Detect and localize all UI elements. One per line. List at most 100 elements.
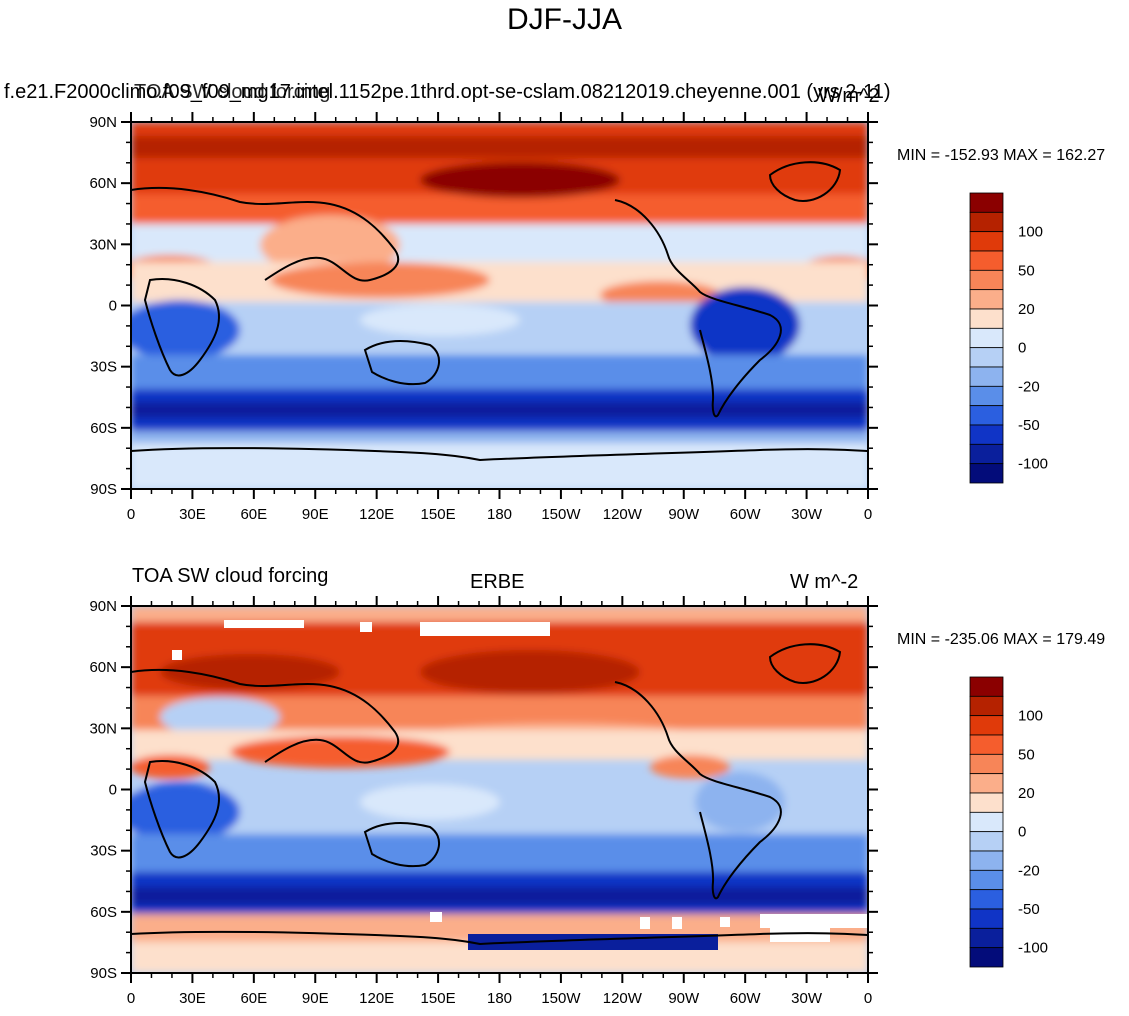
panel-left-title: TOA SW cloud forcing xyxy=(132,565,329,587)
lon-label: 30W xyxy=(791,990,823,1007)
lat-label: 60N xyxy=(89,175,117,192)
min-max-label: MIN = -235.06 MAX = 179.49 xyxy=(897,630,1105,650)
min-max-label: MIN = -152.93 MAX = 162.27 xyxy=(897,146,1105,166)
colorbar-swatch xyxy=(969,250,1004,271)
map-field xyxy=(131,606,868,973)
colorbar-label: -20 xyxy=(1018,378,1040,395)
colorbar-swatch xyxy=(969,192,1004,213)
lat-label: 30S xyxy=(90,359,117,376)
panel-units: W/m^2 xyxy=(818,85,880,107)
colorbar-label: 100 xyxy=(1018,708,1043,725)
colorbar-swatch xyxy=(969,327,1004,349)
lon-label: 150W xyxy=(541,990,581,1007)
lon-label: 30W xyxy=(791,506,823,523)
colorbar-swatch xyxy=(969,269,1004,291)
lat-label: 90S xyxy=(90,965,117,982)
colorbar-swatch xyxy=(969,424,1004,445)
lon-label: 0 xyxy=(127,990,135,1007)
colorbar-swatch xyxy=(969,385,1004,407)
map-field xyxy=(131,122,868,489)
colorbar-swatch xyxy=(969,211,1004,233)
colorbar-swatch xyxy=(969,792,1004,813)
colorbar-swatch xyxy=(969,289,1004,310)
colorbar-swatch xyxy=(969,947,1004,968)
colorbar-label: -100 xyxy=(1018,940,1048,957)
colorbar-swatch xyxy=(969,308,1004,329)
lon-label: 90W xyxy=(668,506,700,523)
lat-label: 90S xyxy=(90,481,117,498)
colorbar-swatch xyxy=(969,231,1004,252)
max-label: MAX = 162.27 xyxy=(1003,147,1106,164)
lat-label: 30N xyxy=(89,236,117,253)
panel-overlay-title: TOA SW cloud forcing xyxy=(134,81,331,103)
colorbar-label: -100 xyxy=(1018,456,1048,473)
page-title: DJF-JJA xyxy=(507,3,622,36)
lat-label: 60S xyxy=(90,420,117,437)
lon-label: 30E xyxy=(179,990,206,1007)
map-figure: 90N 60N 30N 0 30S 60S 90S 0 30E 60E 90E 120E 150E 180… xyxy=(89,112,1048,523)
field-shading xyxy=(131,606,868,973)
colorbar-swatch xyxy=(969,927,1004,949)
colorbar-swatch xyxy=(969,366,1004,387)
lat-label: 90N xyxy=(89,114,117,131)
colorbar: 100 50 20 0 -20 -50 -100 xyxy=(969,676,1048,968)
lon-label: 0 xyxy=(127,506,135,523)
min-label: MIN = -152.93 xyxy=(897,147,999,164)
colorbar-swatch xyxy=(969,869,1004,891)
lon-label: 150E xyxy=(421,506,456,523)
lat-label: 0 xyxy=(109,298,117,315)
lon-label: 60E xyxy=(240,506,267,523)
lat-label: 30S xyxy=(90,843,117,860)
lat-label: 60N xyxy=(89,659,117,676)
lon-label: 90E xyxy=(302,990,329,1007)
colorbar-label: -50 xyxy=(1018,901,1040,918)
colorbar-swatch xyxy=(969,734,1004,755)
lon-label: 120W xyxy=(603,506,643,523)
axes: 90N 60N 30N 0 30S 60S 90S 0 30E 60E 90E 120E 150E 180… xyxy=(89,596,878,1007)
lon-label: 0 xyxy=(864,506,872,523)
colorbar-swatch xyxy=(969,811,1004,833)
lon-label: 90W xyxy=(668,990,700,1007)
colorbar-swatch xyxy=(969,463,1004,484)
lon-label: 30E xyxy=(179,506,206,523)
colorbar-swatch xyxy=(969,831,1004,852)
lon-label: 150W xyxy=(541,506,581,523)
colorbar-label: 100 xyxy=(1018,224,1043,241)
field-shading xyxy=(131,122,868,489)
colorbar-swatch xyxy=(969,753,1004,775)
colorbar-label: 0 xyxy=(1018,340,1026,357)
panel-model: f.e21.F2000climo.f09_f09_mg17.intel.1152… xyxy=(0,80,1129,530)
colorbar-swatch xyxy=(969,715,1004,736)
colorbar-label: 50 xyxy=(1018,746,1035,763)
lon-label: 60E xyxy=(240,990,267,1007)
min-label: MIN = -235.06 xyxy=(897,631,999,648)
colorbar-swatch xyxy=(969,850,1004,871)
lon-label: 180 xyxy=(487,990,512,1007)
lon-label: 0 xyxy=(864,990,872,1007)
colorbar-label: -20 xyxy=(1018,862,1040,879)
lon-label: 60W xyxy=(730,506,762,523)
lon-label: 90E xyxy=(302,506,329,523)
lon-label: 180 xyxy=(487,506,512,523)
colorbar-label: -50 xyxy=(1018,417,1040,434)
axes: 90N 60N 30N 0 30S 60S 90S 0 30E 60E 90E 120E 150E 180… xyxy=(89,112,878,523)
lon-label: 60W xyxy=(730,990,762,1007)
lat-label: 30N xyxy=(89,720,117,737)
lon-label: 120W xyxy=(603,990,643,1007)
lat-label: 0 xyxy=(109,782,117,799)
colorbar: 100 50 20 0 -20 -50 -100 xyxy=(969,192,1048,484)
lon-label: 150E xyxy=(421,990,456,1007)
colorbar-swatch xyxy=(969,889,1004,910)
max-label: MAX = 179.49 xyxy=(1003,631,1106,648)
coastlines xyxy=(131,643,868,946)
colorbar-label: 20 xyxy=(1018,785,1035,802)
panel-units: W m^-2 xyxy=(790,571,859,593)
colorbar-label: 50 xyxy=(1018,262,1035,279)
lon-label: 120E xyxy=(359,506,394,523)
colorbar-swatch xyxy=(969,908,1004,929)
lon-label: 120E xyxy=(359,990,394,1007)
colorbar-swatch xyxy=(969,773,1004,794)
colorbar-swatch xyxy=(969,695,1004,717)
panel-left-title: f.e21.F2000climo.f09_f09_mg17.intel.1152… xyxy=(4,81,891,103)
colorbar-swatch xyxy=(969,443,1004,465)
